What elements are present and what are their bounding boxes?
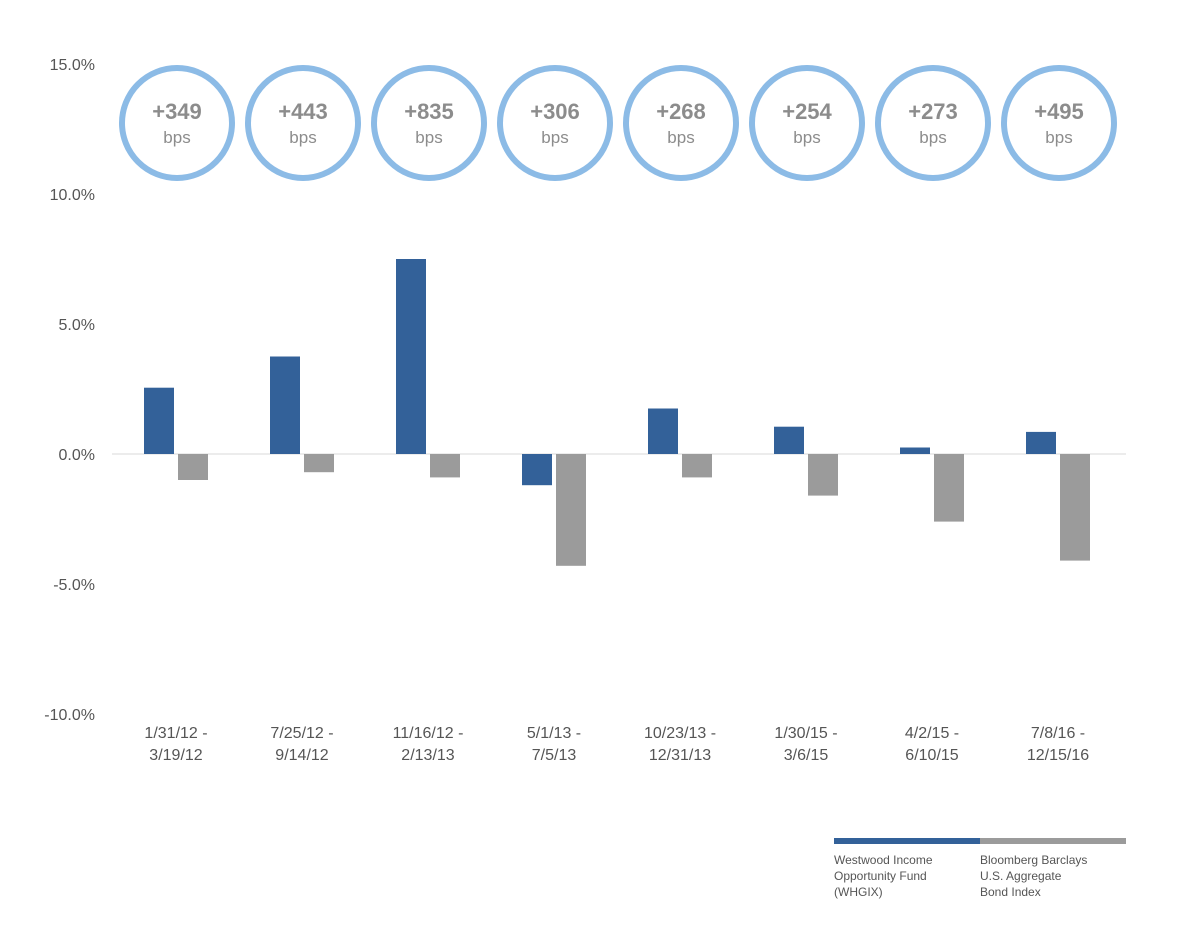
bubble-annotation: +835 bps — [371, 65, 487, 181]
legend-swatch-index — [980, 838, 1126, 844]
bar-fund-7 — [900, 447, 930, 454]
bubble-annotation: +306 bps — [497, 65, 613, 181]
bubble-unit: bps — [793, 128, 820, 147]
bar-fund-5 — [648, 408, 678, 454]
bar-fund-3 — [396, 259, 426, 454]
x-tick-label: 1/31/12 -3/19/12 — [144, 725, 207, 764]
bubble-value: +306 — [530, 99, 580, 124]
bubble-value: +254 — [782, 99, 832, 124]
bubble-ring — [749, 65, 865, 181]
bubble-annotation: +273 bps — [875, 65, 991, 181]
legend-item-fund: Westwood Income Opportunity Fund (WHGIX) — [834, 838, 980, 900]
bar-index-2 — [304, 454, 334, 473]
x-tick-label: 7/8/16 -12/15/16 — [1027, 725, 1089, 764]
y-axis: 15.0% 10.0% 5.0% 0.0% -5.0% -10.0% — [44, 57, 95, 724]
x-tick-label: 10/23/13 -12/31/13 — [644, 725, 716, 764]
x-tick-label: 4/2/15 -6/10/15 — [905, 725, 959, 764]
bar-index-4 — [556, 454, 586, 566]
bar-index-7 — [934, 454, 964, 522]
bar-fund-8 — [1026, 431, 1056, 454]
bubble-annotation: +349 bps — [119, 65, 235, 181]
bubble-unit: bps — [541, 128, 568, 147]
bubble-annotation: +495 bps — [1001, 65, 1117, 181]
legend-label-fund: Westwood Income Opportunity Fund (WHGIX) — [834, 853, 933, 899]
bubble-ring — [1001, 65, 1117, 181]
y-tick-label: 10.0% — [50, 187, 95, 204]
y-tick-label: 0.0% — [59, 447, 95, 464]
y-tick-label: 5.0% — [59, 317, 95, 334]
bubble-ring — [119, 65, 235, 181]
bubble-ring — [875, 65, 991, 181]
bubble-unit: bps — [667, 128, 694, 147]
bubble-annotation: +254 bps — [749, 65, 865, 181]
legend-label-index: Bloomberg Barclays U.S. Aggregate Bond I… — [980, 853, 1088, 899]
bubble-value: +495 — [1034, 99, 1084, 124]
bar-fund-4 — [522, 454, 552, 486]
x-tick-label: 11/16/12 -2/13/13 — [393, 725, 464, 764]
bar-fund-6 — [774, 426, 804, 454]
bar-index-1 — [178, 454, 208, 480]
legend-item-index: Bloomberg Barclays U.S. Aggregate Bond I… — [980, 838, 1126, 900]
bubble-annotation: +443 bps — [245, 65, 361, 181]
bubble-value: +268 — [656, 99, 706, 124]
bubble-unit: bps — [163, 128, 190, 147]
bubble-value: +835 — [404, 99, 454, 124]
x-tick-label: 5/1/13 -7/5/13 — [527, 725, 581, 764]
bubble-annotation: +268 bps — [623, 65, 739, 181]
y-tick-label: -5.0% — [53, 577, 95, 594]
bubble-ring — [245, 65, 361, 181]
x-tick-label: 1/30/15 -3/6/15 — [774, 725, 837, 764]
legend-swatch-fund — [834, 838, 980, 844]
bubble-value: +443 — [278, 99, 328, 124]
bar-index-3 — [430, 454, 460, 478]
x-axis: 1/31/12 -3/19/12 7/25/12 -9/14/12 11/16/12… — [144, 725, 1089, 764]
bar-fund-1 — [144, 387, 174, 454]
y-tick-label: 15.0% — [50, 57, 95, 74]
bubble-unit: bps — [415, 128, 442, 147]
bubble-value: +273 — [908, 99, 958, 124]
bubble-unit: bps — [289, 128, 316, 147]
bubble-unit: bps — [1045, 128, 1072, 147]
bubble-ring — [623, 65, 739, 181]
y-tick-label: -10.0% — [44, 707, 95, 724]
bubble-unit: bps — [919, 128, 946, 147]
bar-index-5 — [682, 454, 712, 478]
bubble-ring — [371, 65, 487, 181]
bar-index-8 — [1060, 454, 1090, 561]
bubble-annotations: +349 bps +443 bps +835 bps +306 bps +268 bps +254 b… — [119, 65, 1117, 181]
x-tick-label: 7/25/12 -9/14/12 — [270, 725, 333, 764]
bubble-value: +349 — [152, 99, 202, 124]
bar-fund-2 — [270, 356, 300, 454]
bubble-ring — [497, 65, 613, 181]
bar-index-6 — [808, 454, 838, 496]
bars — [144, 259, 1090, 566]
